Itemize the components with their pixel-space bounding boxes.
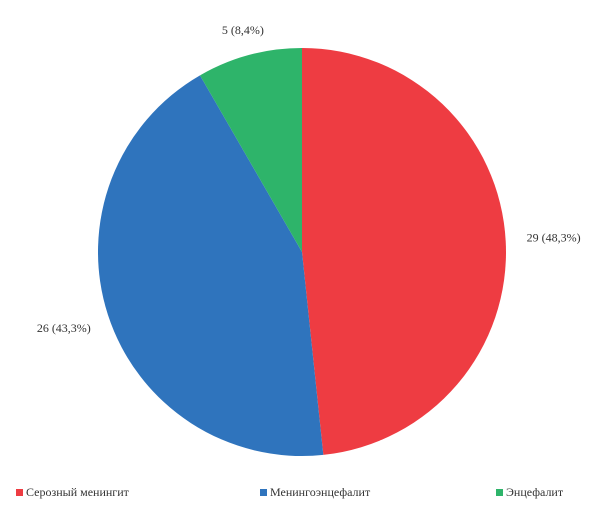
legend-swatch	[496, 489, 503, 496]
data-label: 26 (43,3%)	[37, 321, 91, 335]
data-label: 29 (48,3%)	[527, 231, 581, 245]
legend-label: Серозный менингит	[26, 485, 130, 499]
legend-swatch	[16, 489, 23, 496]
legend-swatch	[260, 489, 267, 496]
pie-slice	[97, 75, 324, 457]
pie-slice	[302, 48, 507, 455]
pie-slice	[200, 48, 302, 252]
data-label: 5 (8,4%)	[222, 23, 264, 37]
legend-label: Энцефалит	[506, 485, 564, 499]
legend-label: Менингоэнцефалит	[270, 485, 371, 499]
